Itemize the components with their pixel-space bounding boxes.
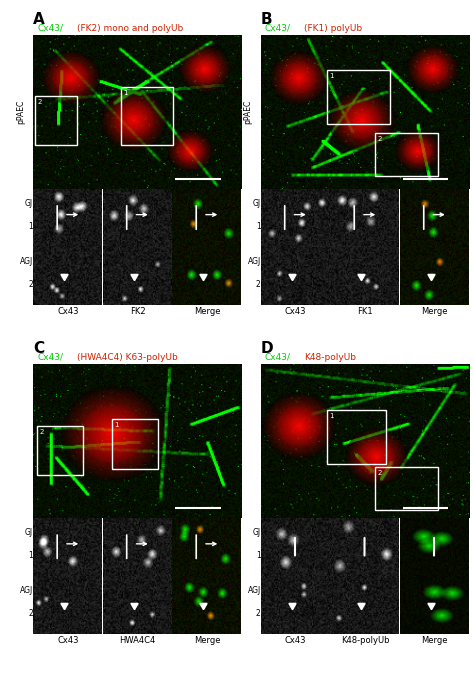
Text: Cx43/: Cx43/ (265, 353, 291, 362)
Text: K48-polyUb: K48-polyUb (304, 353, 356, 362)
Text: 1: 1 (123, 90, 128, 96)
Text: 1: 1 (256, 551, 261, 560)
Text: FK1: FK1 (357, 307, 373, 316)
Text: 2: 2 (377, 137, 382, 142)
Text: 1: 1 (256, 222, 261, 231)
Bar (35, 96, 77, 145)
Text: pPAEC: pPAEC (244, 100, 253, 124)
Text: B: B (261, 12, 273, 27)
Text: 2: 2 (28, 609, 33, 618)
Text: A: A (33, 12, 45, 27)
Text: GJ: GJ (253, 528, 261, 537)
Text: 2: 2 (37, 100, 42, 105)
Text: K48-polyUb: K48-polyUb (341, 636, 389, 645)
Bar (375, 133, 438, 176)
Text: FK2: FK2 (130, 307, 145, 316)
Text: Cx43: Cx43 (285, 307, 306, 316)
Text: Cx43/: Cx43/ (37, 353, 64, 362)
Text: 1: 1 (28, 222, 33, 231)
Text: HWA4C4: HWA4C4 (119, 636, 155, 645)
Text: Cx43: Cx43 (57, 636, 79, 645)
Text: D: D (261, 341, 273, 356)
Text: C: C (33, 341, 44, 356)
Text: Cx43/: Cx43/ (265, 24, 291, 33)
Text: (HWA4C4) K63-polyUb: (HWA4C4) K63-polyUb (77, 353, 178, 362)
Text: Cx43: Cx43 (285, 636, 306, 645)
Text: Merge: Merge (194, 307, 220, 316)
Text: (FK2) mono and polyUb: (FK2) mono and polyUb (77, 24, 183, 33)
Text: AGJ: AGJ (247, 257, 261, 266)
Text: 2: 2 (256, 609, 261, 618)
Text: Cx43/: Cx43/ (37, 24, 64, 33)
Text: Merge: Merge (421, 636, 448, 645)
Text: (FK1) polyUb: (FK1) polyUb (304, 24, 363, 33)
Text: AGJ: AGJ (20, 257, 33, 266)
Text: Merge: Merge (421, 307, 448, 316)
Bar (328, 410, 386, 464)
Bar (112, 419, 158, 469)
Text: 1: 1 (329, 413, 334, 419)
Text: 2: 2 (256, 280, 261, 289)
Text: 2: 2 (28, 280, 33, 289)
Text: 2: 2 (377, 470, 382, 476)
Text: GJ: GJ (25, 199, 33, 208)
Text: 2: 2 (39, 429, 44, 434)
Text: AGJ: AGJ (247, 586, 261, 595)
Bar (375, 467, 438, 510)
Text: pPAEC: pPAEC (16, 100, 25, 124)
Text: GJ: GJ (253, 199, 261, 208)
Text: GJ: GJ (25, 528, 33, 537)
Text: 1: 1 (329, 73, 334, 79)
Text: AGJ: AGJ (20, 586, 33, 595)
Bar (37, 426, 83, 475)
Text: 1: 1 (28, 551, 33, 560)
Bar (328, 70, 390, 124)
Text: Cx43: Cx43 (57, 307, 79, 316)
Bar (121, 87, 173, 145)
Text: 1: 1 (115, 423, 119, 428)
Text: Merge: Merge (194, 636, 220, 645)
